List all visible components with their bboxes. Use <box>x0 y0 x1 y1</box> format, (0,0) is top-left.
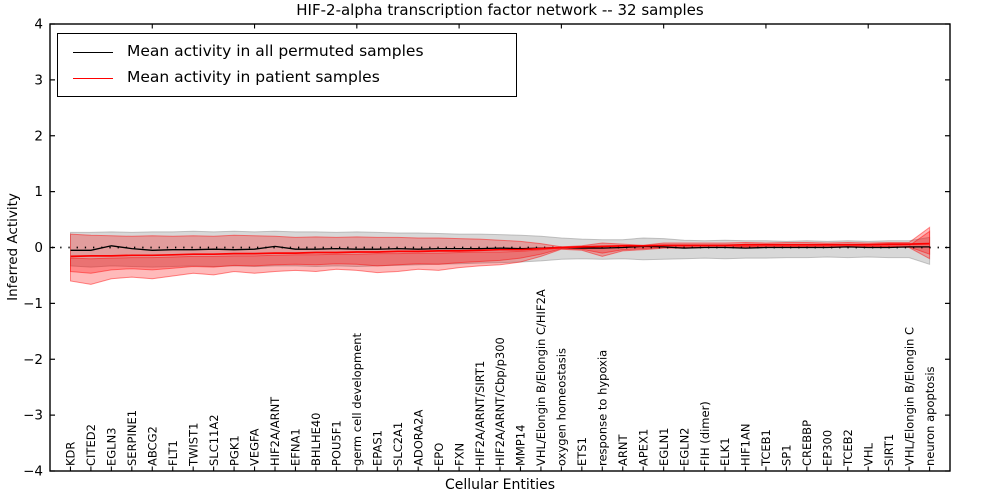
y-tick-label: 3 <box>34 72 43 88</box>
legend-label-patient: Mean activity in patient samples <box>127 68 380 87</box>
x-tick-label: KDR <box>64 442 78 466</box>
y-tick-label: −1 <box>23 296 43 312</box>
x-tick-label: HIF2A/ARNT/Cbp/p300 <box>493 337 507 466</box>
x-tick-label: EPO <box>432 443 446 466</box>
x-tick-label: HIF1AN <box>739 424 753 466</box>
y-tick-label: 1 <box>34 184 43 200</box>
x-tick-label: POU5F1 <box>330 420 344 466</box>
y-tick-label: −2 <box>23 352 43 368</box>
x-tick-label: ELK1 <box>718 437 732 466</box>
x-tick-label: EGLN3 <box>105 427 119 466</box>
x-tick-label: ADORA2A <box>411 410 425 466</box>
x-tick-label: neuron apoptosis <box>923 366 937 466</box>
chart-title: HIF-2-alpha transcription factor network… <box>296 1 704 19</box>
legend-line-patient-icon <box>73 77 113 79</box>
x-tick-label: EFNA1 <box>289 428 303 466</box>
x-tick-label: SLC11A2 <box>207 414 221 466</box>
x-tick-label: TCEB2 <box>841 429 855 467</box>
x-tick-label: SP1 <box>780 444 794 466</box>
x-tick-label: MMP14 <box>514 425 528 466</box>
x-tick-label: HIF2A/ARNT <box>268 396 282 466</box>
x-tick-label: ABCG2 <box>146 426 160 466</box>
x-tick-label: VEGFA <box>248 428 262 466</box>
patient-mean-line <box>70 242 930 258</box>
legend-entry-permuted: Mean activity in all permuted samples <box>73 44 510 60</box>
x-tick-label: CITED2 <box>84 424 98 466</box>
x-tick-label: VHL <box>861 442 875 466</box>
x-tick-label: EPAS1 <box>371 430 385 466</box>
x-tick-label: SLC2A1 <box>391 422 405 466</box>
legend-line-permuted-icon <box>73 51 113 53</box>
y-tick-label: −3 <box>23 408 43 424</box>
x-tick-label: EP300 <box>821 430 835 466</box>
x-tick-label: APEX1 <box>636 429 650 466</box>
x-tick-label: BHLHE40 <box>309 413 323 467</box>
x-tick-label: VHL/Elongin B/Elongin C <box>902 327 916 466</box>
patient-samples-band-outer <box>70 226 931 285</box>
legend: Mean activity in all permuted samples Me… <box>57 33 517 97</box>
x-tick-label: ETS1 <box>575 437 589 466</box>
y-tick-label: 2 <box>34 128 43 144</box>
x-tick-label: VHL/Elongin B/Elongin C/HIF2A <box>534 289 548 466</box>
x-tick-label: EGLN2 <box>677 427 691 466</box>
permuted-mean-line <box>70 245 930 251</box>
legend-entry-patient: Mean activity in patient samples <box>73 70 510 86</box>
patient-samples-band-inner <box>70 230 931 274</box>
x-axis-label: Cellular Entities <box>444 477 556 493</box>
x-tick-label: SIRT1 <box>882 434 896 466</box>
x-tick-label: response to hypoxia <box>596 350 610 466</box>
legend-label-permuted: Mean activity in all permuted samples <box>127 42 424 61</box>
x-tick-label: SERPINE1 <box>125 410 139 466</box>
y-tick-label: 0 <box>34 240 43 256</box>
x-tick-label: CREBBP <box>800 420 814 466</box>
x-tick-label: oxygen homeostasis <box>555 348 569 466</box>
y-tick-label: 4 <box>34 17 43 33</box>
x-tick-label: TWIST1 <box>186 423 200 467</box>
x-tick-label: PGK1 <box>227 435 241 466</box>
x-tick-label: ARNT <box>616 434 630 466</box>
x-tick-label: HIF2A/ARNT/SIRT1 <box>473 361 487 466</box>
y-tick-label: −4 <box>23 464 43 480</box>
x-tick-label: EGLN1 <box>657 427 671 466</box>
x-tick-label: FIH (dimer) <box>698 401 712 466</box>
x-tick-label: FXN <box>452 443 466 466</box>
x-tick-label: germ cell development <box>350 332 364 466</box>
x-tick-label: TCEB1 <box>759 429 773 467</box>
x-tick-label: FLT1 <box>166 440 180 466</box>
